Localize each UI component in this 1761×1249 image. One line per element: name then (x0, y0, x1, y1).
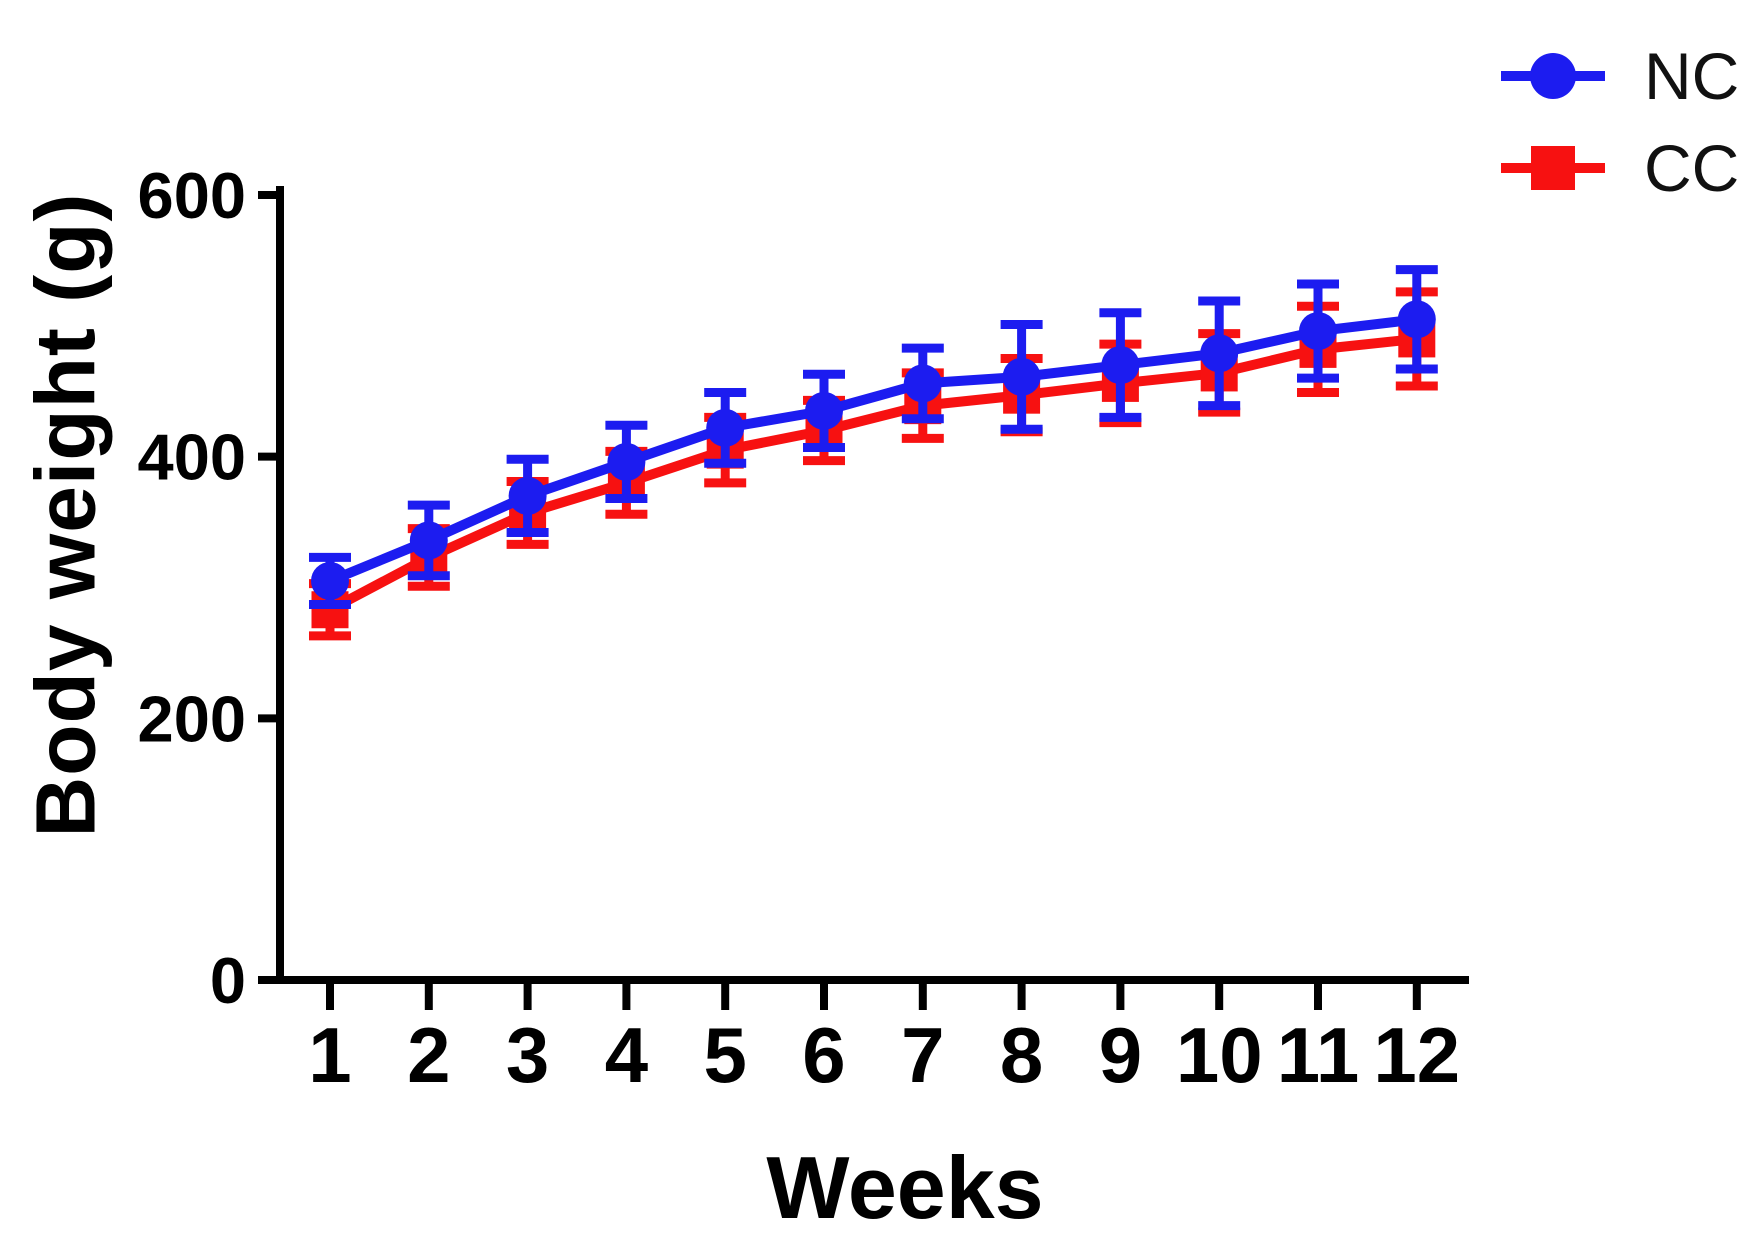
svg-text:200: 200 (138, 682, 246, 755)
svg-text:10: 10 (1176, 1011, 1263, 1099)
legend-item-nc: NC (1498, 41, 1739, 111)
svg-text:9: 9 (1099, 1011, 1142, 1099)
svg-text:11: 11 (1277, 1011, 1359, 1099)
svg-text:7: 7 (901, 1011, 944, 1099)
svg-text:12: 12 (1373, 1011, 1460, 1099)
x-axis-title: Weeks (766, 1138, 1044, 1237)
x-axis: 1 2 3 4 5 6 7 8 9 10 11 12 (276, 976, 1469, 1099)
y-axis-title: Body weight (g) (18, 192, 113, 838)
svg-text:0: 0 (210, 944, 246, 1017)
svg-text:5: 5 (704, 1011, 747, 1099)
svg-text:8: 8 (1000, 1011, 1043, 1099)
legend-label-nc: NC (1644, 39, 1740, 113)
svg-text:4: 4 (605, 1011, 648, 1099)
svg-text:600: 600 (138, 159, 246, 232)
y-axis: 0 200 400 600 (138, 159, 284, 1017)
svg-text:400: 400 (138, 421, 246, 494)
svg-text:3: 3 (506, 1011, 549, 1099)
legend-item-cc: CC (1498, 133, 1739, 203)
nc-circle-marker-icon (1501, 53, 1605, 99)
series-nc (309, 265, 1438, 610)
svg-text:6: 6 (802, 1011, 845, 1099)
legend-label-cc: CC (1644, 131, 1740, 205)
svg-text:2: 2 (407, 1011, 450, 1099)
svg-text:1: 1 (308, 1011, 351, 1099)
cc-square-marker-icon (1501, 146, 1605, 190)
